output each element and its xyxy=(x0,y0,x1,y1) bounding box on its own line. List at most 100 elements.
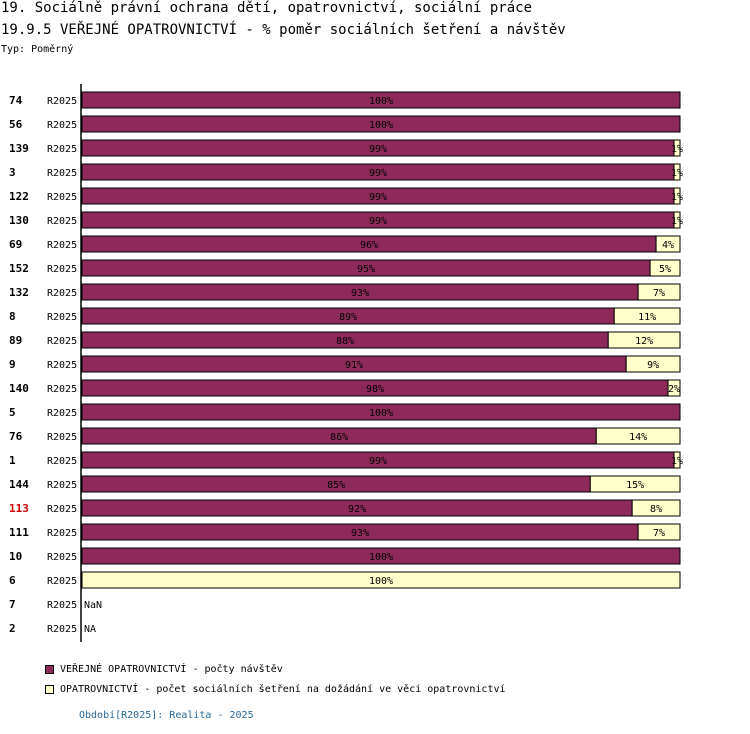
bar-segment-opatrovnictvi[interactable] xyxy=(631,499,681,517)
category-label[interactable]: 5 xyxy=(9,406,16,419)
category-label[interactable]: 1 xyxy=(9,454,16,467)
data-label-opatrovnictvi: 14% xyxy=(629,432,647,443)
bar-segment-opatrovnictvi[interactable] xyxy=(667,379,681,397)
chart-title: 19. Sociálně právní ochrana dětí, opatro… xyxy=(1,0,533,16)
period-label: R2025 xyxy=(47,120,77,131)
period-label: R2025 xyxy=(47,600,77,611)
period-label: R2025 xyxy=(47,336,77,347)
category-label[interactable]: 89 xyxy=(9,334,22,347)
legend-swatch-verejne xyxy=(45,664,54,674)
data-label-verejne: 99% xyxy=(369,144,387,155)
period-label: R2025 xyxy=(47,168,77,179)
bar-segment-opatrovnictvi[interactable] xyxy=(649,259,681,277)
period-label: R2025 xyxy=(47,480,77,491)
period-label: R2025 xyxy=(47,312,77,323)
data-label-opatrovnictvi: 15% xyxy=(626,480,644,491)
bar-segment-opatrovnictvi[interactable] xyxy=(673,187,681,205)
category-label[interactable]: 132 xyxy=(9,286,29,299)
data-label-opatrovnictvi: 11% xyxy=(638,312,656,323)
bar-segment-opatrovnictvi[interactable] xyxy=(637,283,681,301)
chart-subtitle: 19.9.5 VEŘEJNÉ OPATROVNICTVÍ - % poměr s… xyxy=(1,22,566,38)
bar-segment-opatrovnictvi[interactable] xyxy=(673,211,681,229)
data-label-verejne: 99% xyxy=(369,192,387,203)
data-label-opatrovnictvi: 1% xyxy=(671,216,683,227)
category-label[interactable]: 76 xyxy=(9,430,23,443)
period-label: R2025 xyxy=(47,624,77,635)
data-label-verejne: 86% xyxy=(330,432,348,443)
period-label: R2025 xyxy=(47,96,77,107)
category-label[interactable]: 74 xyxy=(9,94,23,107)
category-label[interactable]: 8 xyxy=(9,310,16,323)
data-label-verejne: 85% xyxy=(327,480,345,491)
category-label[interactable]: 3 xyxy=(9,166,16,179)
period-label: R2025 xyxy=(47,432,77,443)
category-label[interactable]: 2 xyxy=(9,622,16,635)
data-label-opatrovnictvi: 9% xyxy=(647,360,659,371)
category-label[interactable]: 111 xyxy=(9,526,29,539)
category-label[interactable]: 69 xyxy=(9,238,22,251)
data-label-verejne: 96% xyxy=(360,240,378,251)
period-label: R2025 xyxy=(47,456,77,467)
data-label-opatrovnictvi: 1% xyxy=(671,192,683,203)
legend-label-opatrovnictvi: OPATROVNICTVÍ - počet sociálních šetření… xyxy=(60,684,506,695)
category-label[interactable]: 122 xyxy=(9,190,29,203)
bar-segment-opatrovnictvi[interactable] xyxy=(607,331,681,349)
bar-segment-opatrovnictvi[interactable] xyxy=(589,475,681,493)
category-label[interactable]: 113 xyxy=(9,502,29,515)
bar-segment-opatrovnictvi[interactable] xyxy=(81,571,681,589)
bar-segment-opatrovnictvi[interactable] xyxy=(655,235,681,253)
period-label: R2025 xyxy=(47,384,77,395)
period-label: R2025 xyxy=(47,288,77,299)
period-label: R2025 xyxy=(47,144,77,155)
bar-segment-opatrovnictvi[interactable] xyxy=(673,163,681,181)
category-label[interactable]: 144 xyxy=(9,478,29,491)
bar-segment-opatrovnictvi[interactable] xyxy=(613,307,681,325)
legend-item-opatrovnictvi: OPATROVNICTVÍ - počet sociálních šetření… xyxy=(45,684,506,695)
bar-segment-verejne[interactable] xyxy=(81,91,681,109)
period-label: R2025 xyxy=(47,360,77,371)
data-label-opatrovnictvi: 7% xyxy=(653,288,665,299)
category-label[interactable]: 6 xyxy=(9,574,16,587)
period-label: R2025 xyxy=(47,216,77,227)
category-label[interactable]: 56 xyxy=(9,118,23,131)
data-label-verejne: 92% xyxy=(348,504,366,515)
bar-segment-opatrovnictvi[interactable] xyxy=(673,139,681,157)
legend-item-verejne: VEŘEJNÉ OPATROVNICTVÍ - počty návštěv xyxy=(45,664,283,675)
data-label-verejne: 98% xyxy=(366,384,384,395)
data-label-verejne: 100% xyxy=(369,96,393,107)
data-label-verejne: 99% xyxy=(369,216,387,227)
data-label-opatrovnictvi: 1% xyxy=(671,456,683,467)
bar-segment-opatrovnictvi[interactable] xyxy=(595,427,681,445)
data-label-opatrovnictvi: 7% xyxy=(653,528,665,539)
chart-type-label: Typ: Poměrný xyxy=(1,44,74,55)
data-label-verejne: 93% xyxy=(351,528,369,539)
category-label[interactable]: 7 xyxy=(9,598,16,611)
period-label: R2025 xyxy=(47,504,77,515)
data-label-verejne: 100% xyxy=(369,408,393,419)
data-label-verejne: 99% xyxy=(369,168,387,179)
bar-segment-verejne[interactable] xyxy=(81,403,681,421)
bar-segment-opatrovnictvi[interactable] xyxy=(637,523,681,541)
period-label: R2025 xyxy=(47,552,77,563)
category-label[interactable]: 139 xyxy=(9,142,29,155)
bar-segment-opatrovnictvi[interactable] xyxy=(625,355,681,373)
legend-label-verejne: VEŘEJNÉ OPATROVNICTVÍ - počty návštěv xyxy=(60,664,283,675)
category-label[interactable]: 10 xyxy=(9,550,22,563)
category-label[interactable]: 152 xyxy=(9,262,29,275)
bar-segment-opatrovnictvi[interactable] xyxy=(673,451,681,469)
bar-segment-verejne[interactable] xyxy=(81,547,681,565)
category-label[interactable]: 140 xyxy=(9,382,29,395)
data-label-opatrovnictvi: 100% xyxy=(369,576,393,587)
data-label-opatrovnictvi: 1% xyxy=(671,144,683,155)
period-label: R2025 xyxy=(47,240,77,251)
category-label[interactable]: 130 xyxy=(9,214,29,227)
data-label-opatrovnictvi: 1% xyxy=(671,168,683,179)
period-footer[interactable]: Období[R2025]: Realita - 2025 xyxy=(79,710,254,721)
bar-segment-verejne[interactable] xyxy=(81,115,681,133)
data-label-verejne: 91% xyxy=(345,360,363,371)
data-label-verejne: 100% xyxy=(369,552,393,563)
data-label-verejne: 95% xyxy=(357,264,375,275)
data-label-opatrovnictvi: 4% xyxy=(662,240,674,251)
data-label-opatrovnictvi: 12% xyxy=(635,336,653,347)
category-label[interactable]: 9 xyxy=(9,358,16,371)
